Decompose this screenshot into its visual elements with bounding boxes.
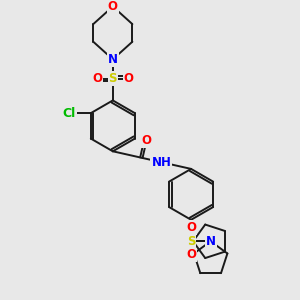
Text: S: S bbox=[109, 72, 117, 86]
Text: O: O bbox=[124, 72, 134, 86]
Text: O: O bbox=[186, 248, 196, 262]
Text: Cl: Cl bbox=[63, 106, 76, 120]
Text: O: O bbox=[186, 221, 196, 234]
Text: S: S bbox=[187, 235, 195, 248]
Text: O: O bbox=[108, 0, 118, 13]
Text: NH: NH bbox=[152, 156, 171, 169]
Text: N: N bbox=[108, 53, 118, 66]
Text: N: N bbox=[206, 235, 216, 248]
Text: O: O bbox=[141, 134, 152, 147]
Text: O: O bbox=[92, 72, 102, 86]
